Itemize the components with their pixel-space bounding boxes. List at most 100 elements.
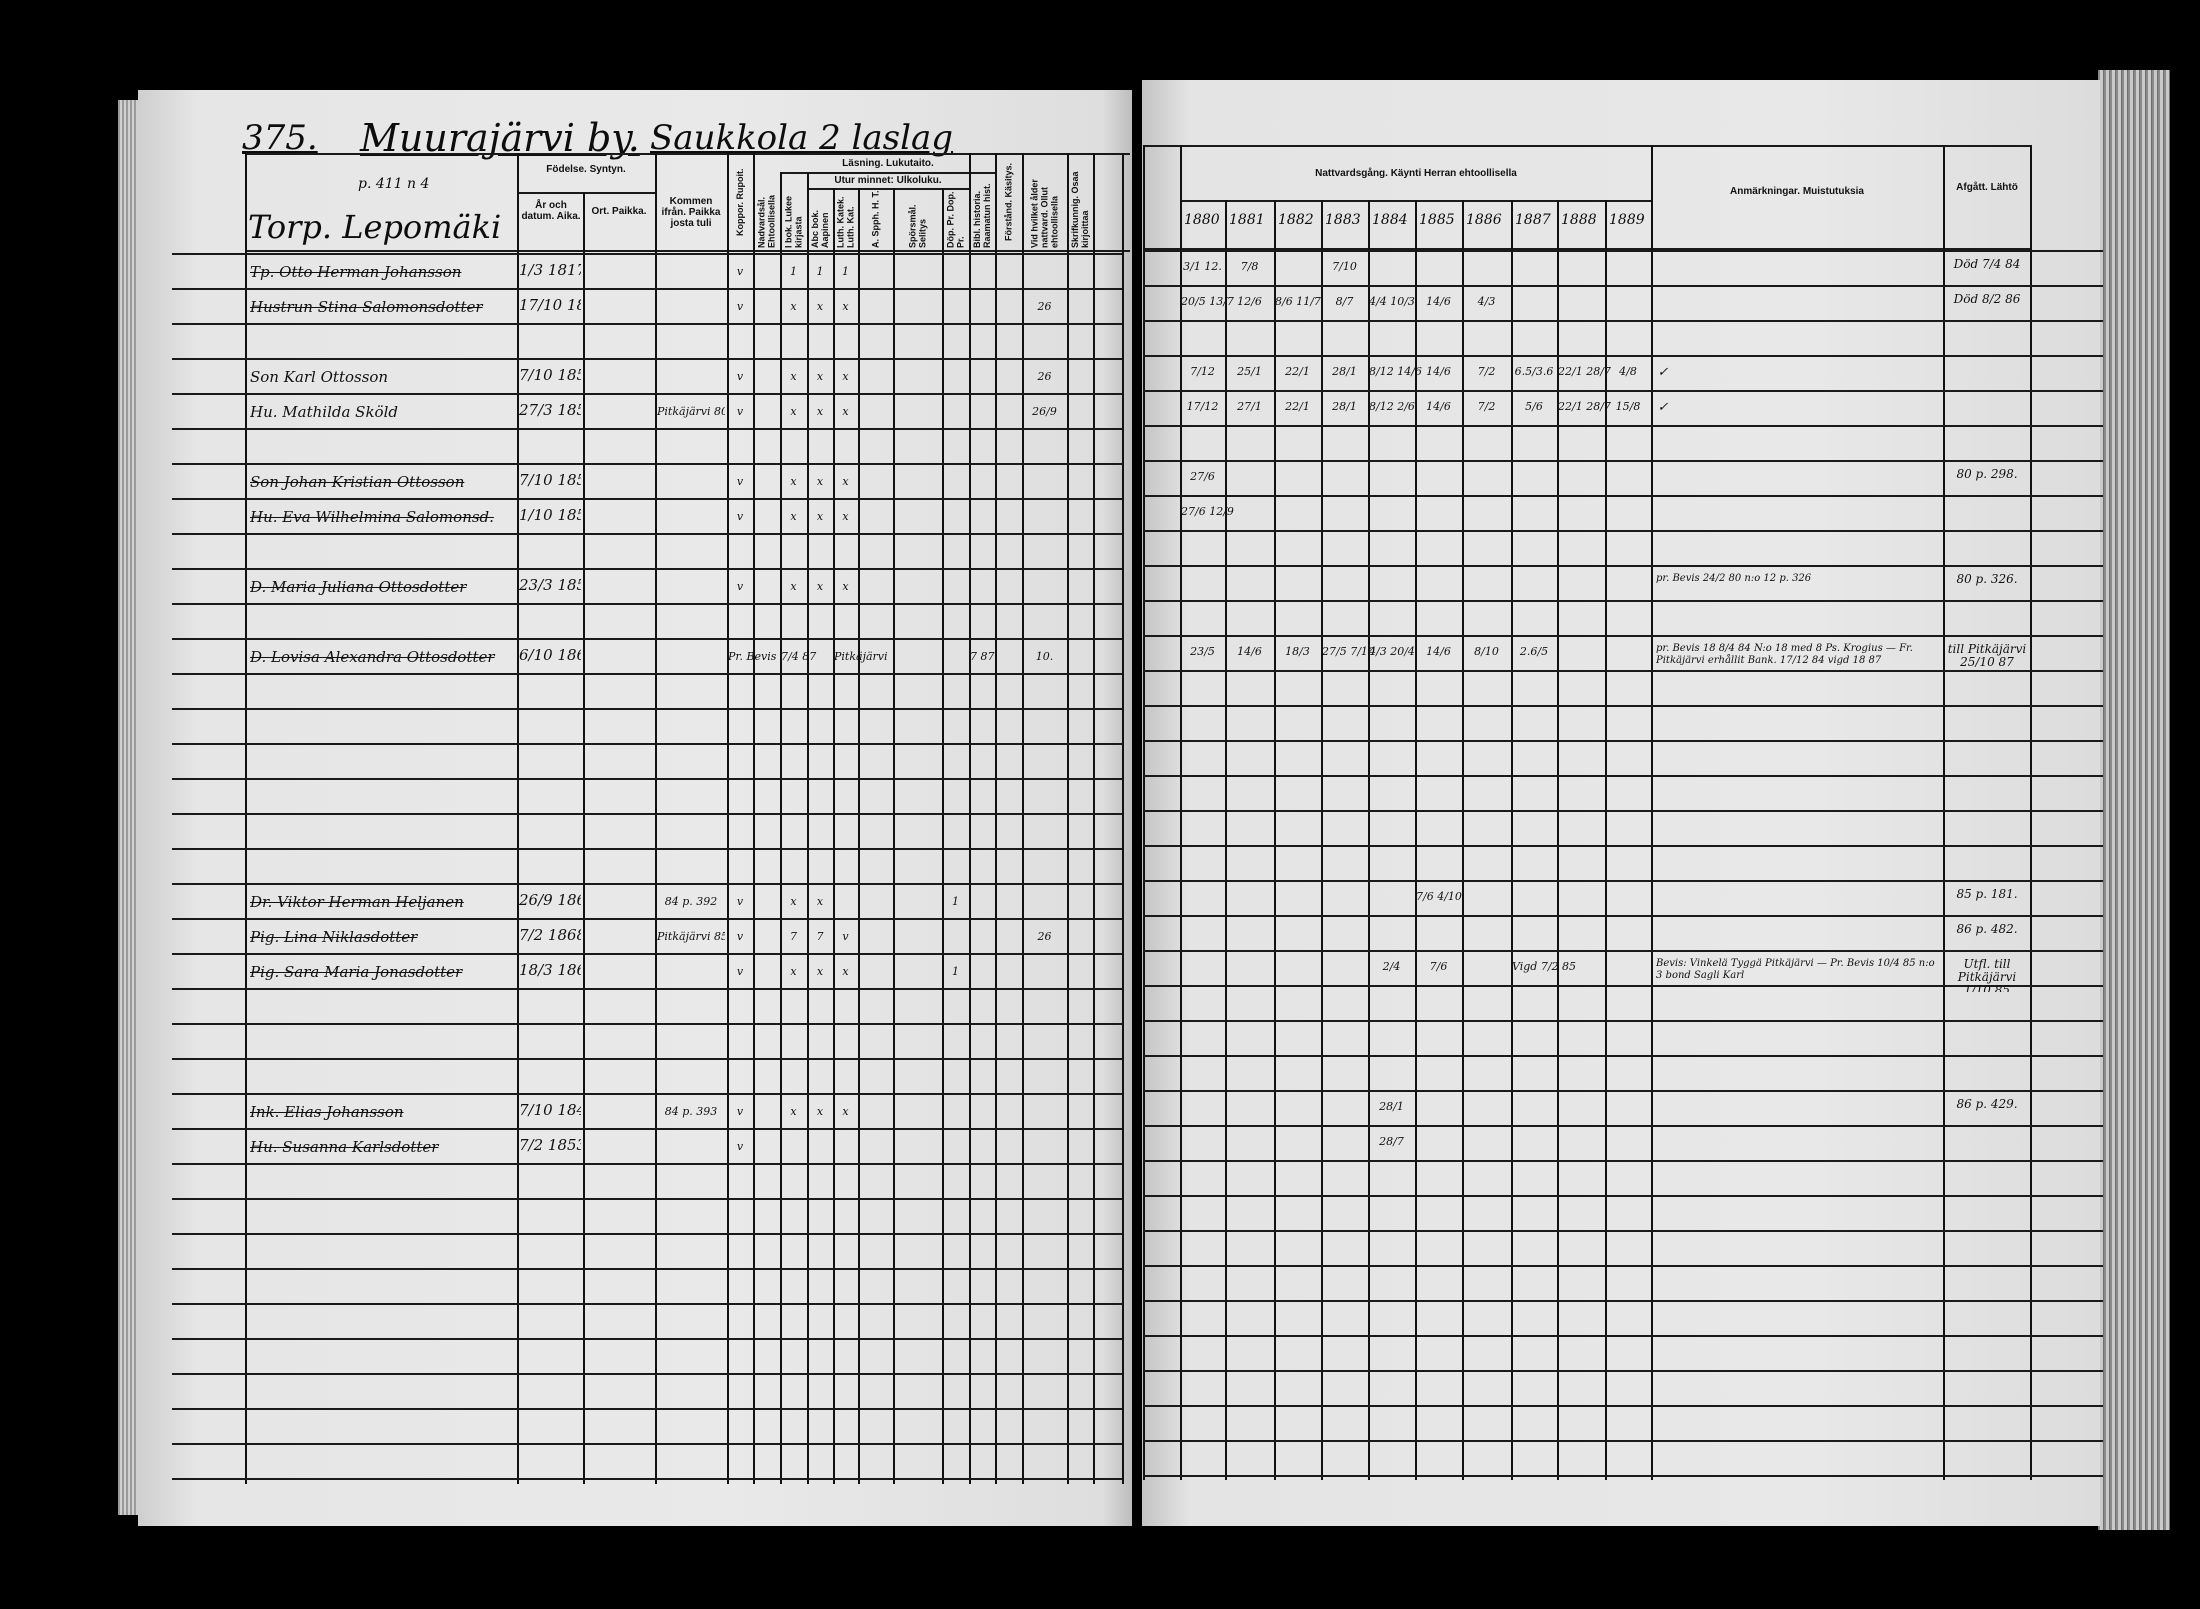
rule-row (1143, 1300, 2103, 1302)
reading-mark: 1 (952, 895, 959, 908)
birth-date: 7/2 1868 (519, 926, 581, 944)
rule-row (172, 463, 1122, 465)
person-name: D. Maria Juliana Ottosdotter (250, 578, 467, 596)
communion-date: 5/6 (1525, 400, 1543, 413)
rule-row (1143, 670, 2103, 672)
rule-row (172, 883, 1122, 885)
rule-column (995, 153, 997, 1484)
rule-column (1225, 200, 1227, 1480)
rule-column (1943, 145, 1945, 1480)
rule-row (172, 1408, 1122, 1410)
rule-column (807, 172, 809, 1484)
communion-date: 4/3 20/4 (1369, 645, 1415, 658)
reading-mark: x (842, 965, 849, 978)
communion-date: 22/1 28/7 (1558, 365, 1611, 378)
rule-byheart-sub (807, 188, 969, 190)
header-baptism: Döp. Pr. Dop. Pr. (945, 191, 966, 248)
rule-row (172, 1023, 1122, 1025)
header-bible-history: Bibl. historia. Raamatun hist. (972, 183, 992, 248)
page-number: 375. (242, 118, 318, 158)
communion-date: 8/7 (1335, 295, 1354, 308)
rule-row (1143, 390, 2103, 392)
communion-date: 3/1 12. (1183, 260, 1222, 273)
reading-mark: v (736, 965, 744, 978)
departed-note: till Pitkäjärvi 25/10 87 (1947, 643, 2027, 669)
year-header: 1888 (1561, 212, 1597, 228)
header-by-book: I bok. Lukee kirjasta (783, 195, 804, 248)
rule-row (172, 428, 1122, 430)
reading-mark: 1 (816, 265, 824, 278)
header-by-heart: Utur minnet: Ulkoluku. (834, 175, 942, 186)
page-reference: p. 411 n 4 (358, 176, 430, 192)
reading-mark: x (816, 510, 824, 523)
communion-date: 14/6 (1426, 295, 1451, 308)
communion-date: 7/8 (1240, 260, 1259, 273)
rule-row (1143, 1020, 2103, 1022)
communion-date: 25/1 (1237, 365, 1262, 378)
person-name: Tp. Otto Herman Johansson (250, 263, 462, 281)
rule-row (172, 603, 1122, 605)
reading-mark: x (842, 475, 849, 488)
reading-mark: 1 (952, 965, 959, 978)
departed-note: 86 p. 429. (1956, 1098, 2018, 1111)
reading-mark: x (842, 405, 849, 418)
communion-date: 14/6 (1426, 365, 1451, 378)
rule-row (1143, 775, 2103, 777)
remark: pr. Bevis 18 8/4 84 N:o 18 med 8 Ps. Kro… (1656, 643, 1913, 666)
reading-mark: v (736, 370, 744, 383)
communion-date: 27/1 (1237, 400, 1262, 413)
reading-mark: v (736, 475, 744, 488)
reading-mark: 7 87 (970, 650, 995, 663)
communion-date: 15/8 (1615, 400, 1641, 413)
reading-mark: x (790, 370, 797, 383)
header-first-communion: Vid hvilket ålder nattvard. Ollut ehtool… (1029, 179, 1060, 248)
reading-mark: v (842, 930, 849, 943)
rule-column (1368, 200, 1370, 1480)
reading-mark: x (816, 1105, 824, 1118)
rule-row (1143, 950, 2103, 952)
reading-mark: v (736, 1105, 744, 1118)
communion-date: Vigd 7/2 85 (1512, 960, 1577, 973)
rule-row (172, 638, 1122, 640)
birth-date: 27/3 1854 (519, 401, 581, 419)
rule-column (655, 153, 657, 1484)
communion-date: 7/12 (1190, 365, 1215, 378)
rule-row (1143, 1405, 2103, 1407)
person-name: D. Lovisa Alexandra Ottosdotter (250, 648, 495, 666)
person-name: Hu. Susanna Karlsdotter (250, 1138, 439, 1156)
header-communion-age: Nadvardsål. Ehtoollisella (756, 194, 777, 248)
rule-row (1143, 1195, 2103, 1197)
rule-row (172, 1478, 1122, 1480)
rule-row (1143, 705, 2103, 707)
rule-column (1274, 200, 1276, 1480)
communion-date: 7/6 (1429, 960, 1448, 973)
book-page-edges-left (118, 100, 140, 1515)
birth-date: 7/10 1851 (519, 366, 581, 384)
header-abc: Abc bok. Aapinen (810, 209, 830, 248)
header-birth: Födelse. Syntyn. (546, 164, 626, 175)
reading-mark: x (816, 580, 824, 593)
birth-date: 23/3 1856 (519, 576, 581, 594)
rule-row (172, 1198, 1122, 1200)
rule-column (969, 153, 971, 1484)
communion-date: 14/6 (1237, 645, 1262, 658)
rule-column (753, 153, 755, 1484)
rule-row (1143, 1475, 2103, 1477)
rule-row (172, 1373, 1122, 1375)
reading-mark: x (842, 1105, 849, 1118)
rule-column (1022, 153, 1024, 1484)
person-name: Pig. Sara Maria Jonasdotter (250, 963, 463, 981)
departed-note: 80 p. 298. (1956, 468, 2018, 481)
rule-row (172, 743, 1122, 745)
reading-mark: Pitkäjärvi (834, 650, 888, 663)
departed-note: 86 p. 482. (1956, 923, 2018, 936)
year-header: 1880 (1184, 212, 1220, 228)
rule-column (1651, 145, 1653, 1480)
rule-column (583, 192, 585, 1484)
rule-row (172, 1338, 1122, 1340)
rule-column (2030, 145, 2032, 1480)
rule-row (1143, 1160, 2103, 1162)
departed-note: Utfl. till Pitkäjärvi 1/10 85 (1957, 958, 2017, 992)
rule-column (1605, 200, 1607, 1480)
birth-date: 6/10 1861 (519, 646, 581, 664)
